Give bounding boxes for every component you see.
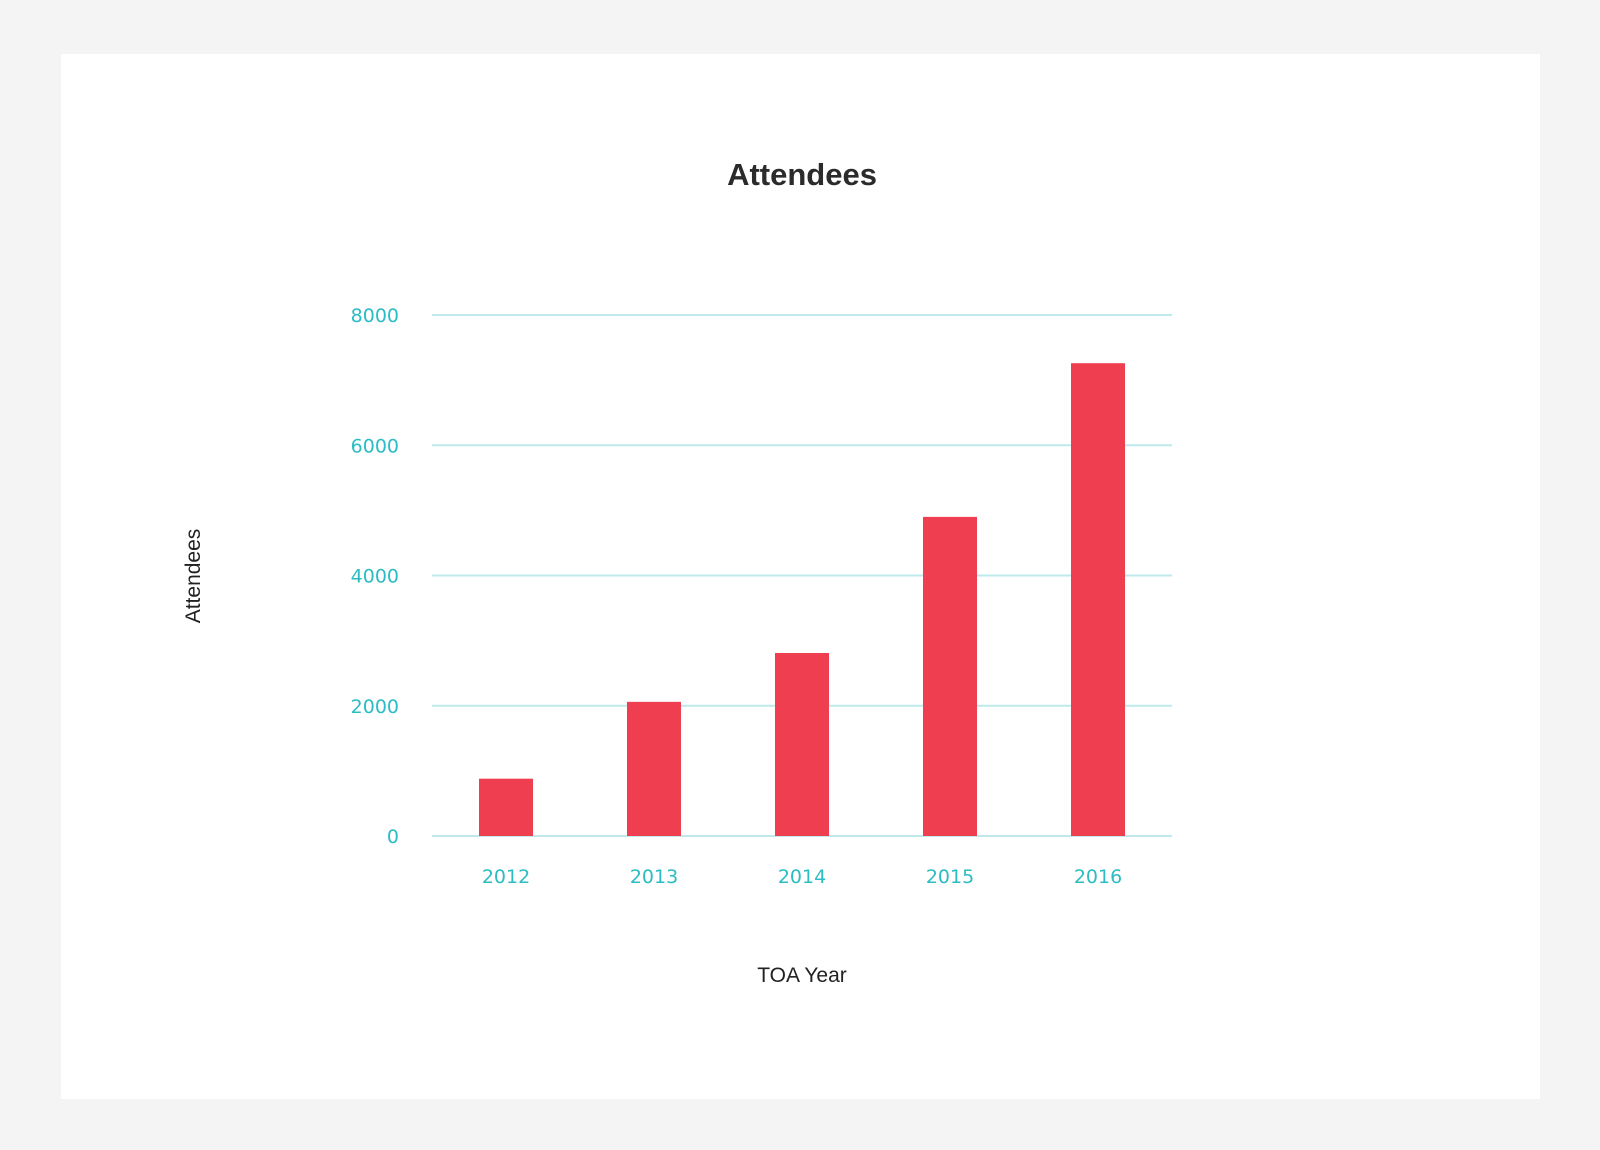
bar-2012 [479, 778, 533, 836]
x-tick-label-2013: 2013 [630, 866, 678, 888]
bar-2015 [923, 516, 977, 836]
x-tick-label-2015: 2015 [926, 866, 974, 888]
bar-2013 [627, 701, 681, 836]
y-axis-label: Attendees [182, 529, 205, 624]
y-tick-label-2000: 2000 [351, 696, 399, 718]
x-tick-label-2014: 2014 [778, 866, 826, 888]
x-tick-label-2012: 2012 [482, 866, 530, 888]
y-tick-label-4000: 4000 [351, 566, 399, 588]
x-tick-label-2016: 2016 [1074, 866, 1122, 888]
bars [479, 363, 1125, 836]
y-tick-label-6000: 6000 [351, 435, 399, 457]
chart-title: Attendees [727, 157, 877, 192]
y-tick-label-8000: 8000 [351, 305, 399, 327]
x-tick-labels: 2012 2013 2014 2015 2016 [482, 866, 1122, 888]
y-tick-label-0: 0 [387, 826, 399, 848]
y-tick-labels: 0 2000 4000 6000 8000 [351, 305, 399, 848]
bar-2016 [1071, 363, 1125, 836]
bar-2014 [775, 652, 829, 836]
x-axis-label: TOA Year [757, 964, 847, 987]
